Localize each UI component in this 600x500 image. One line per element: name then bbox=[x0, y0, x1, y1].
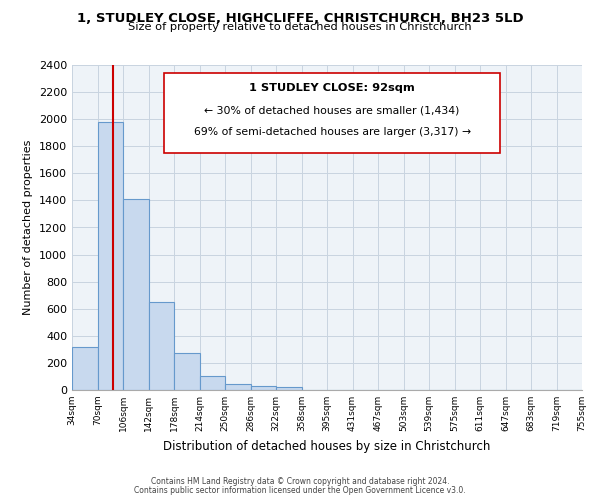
Bar bbox=[72, 346, 97, 390]
Bar bbox=[225, 384, 251, 390]
FancyBboxPatch shape bbox=[164, 73, 500, 153]
Bar bbox=[149, 302, 174, 390]
Bar bbox=[199, 376, 225, 390]
Text: 1, STUDLEY CLOSE, HIGHCLIFFE, CHRISTCHURCH, BH23 5LD: 1, STUDLEY CLOSE, HIGHCLIFFE, CHRISTCHUR… bbox=[77, 12, 523, 26]
Text: 69% of semi-detached houses are larger (3,317) →: 69% of semi-detached houses are larger (… bbox=[194, 126, 470, 136]
Bar bbox=[276, 388, 302, 390]
Text: Size of property relative to detached houses in Christchurch: Size of property relative to detached ho… bbox=[128, 22, 472, 32]
Text: Contains HM Land Registry data © Crown copyright and database right 2024.: Contains HM Land Registry data © Crown c… bbox=[151, 477, 449, 486]
X-axis label: Distribution of detached houses by size in Christchurch: Distribution of detached houses by size … bbox=[163, 440, 491, 452]
Text: 1 STUDLEY CLOSE: 92sqm: 1 STUDLEY CLOSE: 92sqm bbox=[249, 83, 415, 93]
Y-axis label: Number of detached properties: Number of detached properties bbox=[23, 140, 34, 315]
Bar bbox=[174, 354, 199, 390]
Text: ← 30% of detached houses are smaller (1,434): ← 30% of detached houses are smaller (1,… bbox=[205, 106, 460, 116]
Bar bbox=[251, 386, 276, 390]
Bar bbox=[97, 122, 123, 390]
Text: Contains public sector information licensed under the Open Government Licence v3: Contains public sector information licen… bbox=[134, 486, 466, 495]
Bar bbox=[123, 199, 149, 390]
